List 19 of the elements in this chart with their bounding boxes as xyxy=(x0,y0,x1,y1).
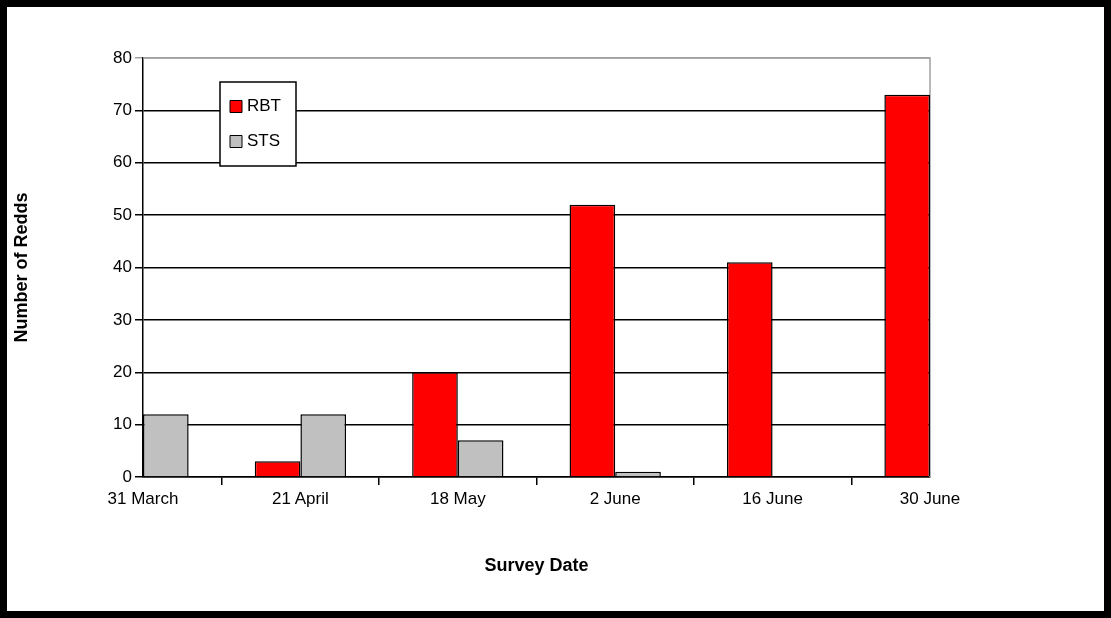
y-axis-title: Number of Redds xyxy=(10,192,31,343)
y-tick-label: 10 xyxy=(113,414,132,434)
y-tick-label: 40 xyxy=(113,257,132,277)
x-tick-label: 16 June xyxy=(742,488,803,508)
y-tick-label: 30 xyxy=(113,309,132,329)
x-tick-label: 30 June xyxy=(899,488,961,508)
x-axis-title: Survey Date xyxy=(484,555,589,576)
x-tick-label: 18 May xyxy=(429,488,487,508)
y-tick-label: 70 xyxy=(113,100,132,120)
y-tick-label: 20 xyxy=(113,361,132,381)
x-tick-label: 31 March xyxy=(107,488,179,508)
legend-label: STS xyxy=(247,131,281,151)
y-tick-label: 50 xyxy=(113,204,132,224)
x-tick-label: 2 June xyxy=(589,488,641,508)
y-tick-label: 0 xyxy=(122,466,132,486)
y-tick-label: 60 xyxy=(113,152,132,172)
y-tick-label: 80 xyxy=(113,47,132,67)
x-tick-label: 21 April xyxy=(272,488,329,508)
legend-label: RBT xyxy=(247,96,281,116)
